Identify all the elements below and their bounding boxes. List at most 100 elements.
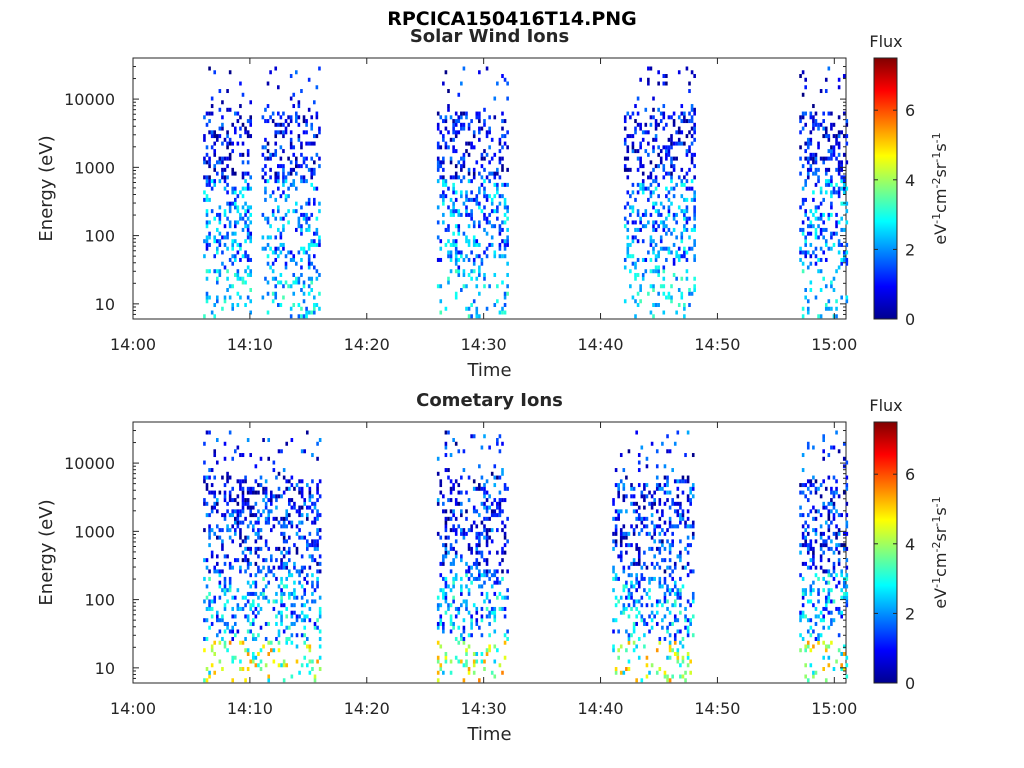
heatmap-cell: [490, 539, 494, 544]
heatmap-cell: [226, 599, 229, 604]
heatmap-cell: [493, 644, 497, 649]
heatmap-cell: [809, 111, 813, 116]
heatmap-cell: [311, 479, 314, 484]
heatmap-cell: [218, 269, 222, 274]
heatmap-cell: [460, 576, 463, 581]
heatmap-cell: [203, 678, 206, 683]
heatmap-cell: [680, 141, 684, 146]
heatmap-cell: [475, 565, 479, 570]
heatmap-cell: [822, 625, 825, 630]
heatmap-cell: [205, 678, 209, 683]
heatmap-cell: [503, 239, 507, 244]
heatmap-cell: [254, 550, 258, 555]
heatmap-cell: [842, 441, 846, 446]
heatmap-cell: [302, 115, 306, 120]
heatmap-cell: [444, 516, 448, 521]
heatmap-cell: [614, 483, 618, 488]
heatmap-cell: [845, 546, 849, 551]
heatmap-cell: [822, 667, 825, 672]
heatmap-cell: [806, 145, 810, 150]
heatmap-cell: [226, 175, 229, 180]
heatmap-cell: [842, 546, 846, 551]
heatmap-cell: [449, 269, 453, 274]
heatmap-cell: [316, 659, 319, 664]
heatmap-cell: [454, 119, 458, 124]
heatmap-cell: [647, 77, 650, 82]
heatmap-cell: [693, 137, 696, 142]
heatmap-cell: [467, 498, 471, 503]
heatmap-cell: [300, 618, 304, 623]
heatmap-cell: [485, 573, 489, 578]
heatmap-cell: [690, 70, 694, 75]
heatmap-cell: [827, 299, 831, 304]
heatmap-cell: [667, 190, 671, 195]
heatmap-cell: [483, 272, 486, 277]
heatmap-cell: [295, 160, 298, 165]
heatmap-cell: [503, 134, 507, 139]
heatmap-cell: [449, 659, 453, 664]
heatmap-cell: [498, 509, 502, 514]
heatmap-cell: [688, 303, 691, 308]
heatmap-cell: [617, 490, 620, 495]
heatmap-cell: [305, 310, 308, 315]
heatmap-cell: [221, 539, 224, 544]
heatmap-cell: [681, 659, 685, 664]
heatmap-cell: [650, 494, 654, 499]
heatmap-cell: [809, 141, 813, 146]
heatmap-cell: [627, 640, 631, 645]
heatmap-cell: [223, 580, 227, 585]
heatmap-cell: [246, 205, 250, 210]
heatmap-cell: [630, 573, 633, 578]
heatmap-cell: [249, 659, 253, 664]
heatmap-cell: [631, 235, 635, 240]
heatmap-cell: [665, 194, 668, 199]
heatmap-cell: [203, 475, 206, 480]
y-tick-label: 1000: [74, 158, 115, 177]
heatmap-cell: [503, 655, 507, 660]
heatmap-cell: [285, 486, 289, 491]
heatmap-cell: [226, 528, 229, 533]
heatmap-cell: [654, 227, 658, 232]
heatmap-cell: [300, 610, 304, 615]
heatmap-cell: [293, 603, 296, 608]
heatmap-cell: [475, 310, 479, 315]
heatmap-cell: [436, 160, 440, 165]
heatmap-cell: [812, 445, 815, 450]
heatmap-cell: [496, 595, 499, 600]
heatmap-cell: [636, 303, 640, 308]
heatmap-cell: [233, 130, 237, 135]
heatmap-cell: [676, 554, 680, 559]
heatmap-cell: [264, 663, 268, 668]
heatmap-cell: [208, 535, 211, 540]
heatmap-cell: [300, 486, 304, 491]
heatmap-cell: [228, 70, 232, 75]
heatmap-cell: [249, 573, 253, 578]
heatmap-cell: [496, 216, 499, 221]
heatmap-cell: [632, 509, 636, 514]
heatmap-cell: [436, 141, 440, 146]
heatmap-cell: [634, 272, 637, 277]
heatmap-cell: [637, 636, 641, 641]
heatmap-cell: [436, 659, 440, 664]
heatmap-cell: [472, 224, 476, 229]
heatmap-cell: [627, 636, 631, 641]
heatmap-cell: [837, 220, 841, 225]
heatmap-cell: [221, 171, 224, 176]
heatmap-cell: [814, 111, 818, 116]
heatmap-cell: [447, 89, 450, 94]
heatmap-cell: [488, 505, 491, 510]
heatmap-cell: [832, 122, 836, 127]
heatmap-cell: [472, 520, 476, 525]
heatmap-cell: [830, 231, 833, 236]
heatmap-cell: [462, 599, 466, 604]
heatmap-cell: [297, 224, 301, 229]
heatmap-cell: [241, 640, 245, 645]
heatmap-cell: [840, 257, 843, 262]
heatmap-cell: [496, 576, 499, 581]
heatmap-cell: [449, 561, 453, 566]
heatmap-cell: [688, 246, 691, 251]
heatmap-cell: [637, 453, 641, 458]
heatmap-cell: [806, 160, 810, 165]
heatmap-cell: [830, 156, 833, 161]
heatmap-cell: [842, 644, 846, 649]
